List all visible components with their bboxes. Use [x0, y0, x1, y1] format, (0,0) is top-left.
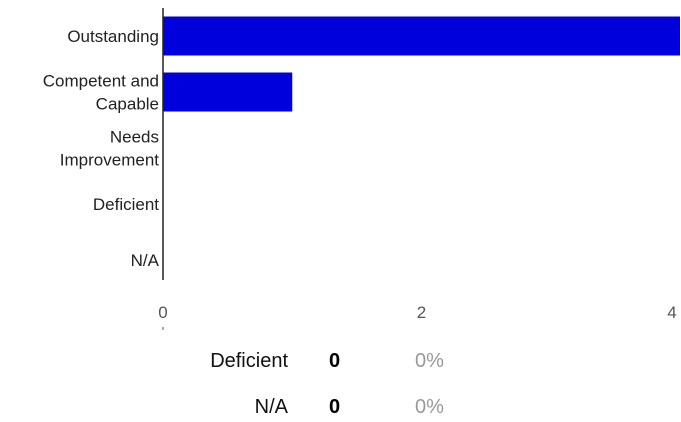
x-tick-labels: 0 2 4 — [158, 303, 676, 322]
category-label: Competent and Capable — [43, 72, 159, 114]
bars-group — [163, 16, 680, 112]
summary-label: Deficient — [210, 350, 288, 372]
summary-count: 0 — [329, 350, 341, 372]
summary-label: N/A — [254, 396, 288, 418]
summary-row: Deficient 0 0% — [0, 346, 681, 376]
x-tick-label: 4 — [667, 303, 676, 322]
category-label: Needs Improvement — [60, 128, 159, 170]
category-label: N/A — [131, 251, 160, 270]
bar — [163, 72, 293, 112]
summary-percent: 0% — [415, 396, 444, 418]
summary-percent: 0% — [415, 350, 444, 372]
category-labels: Outstanding Competent and Capable Needs Impr… — [43, 27, 160, 270]
x-tick-label: 0 — [158, 303, 167, 322]
category-label: Outstanding — [67, 27, 159, 46]
category-label: Deficient — [93, 195, 159, 214]
summary-count: 0 — [329, 396, 341, 418]
bar-chart: Outstanding Competent and Capable Needs Impr… — [43, 8, 680, 330]
x-tick-label: 2 — [417, 303, 426, 322]
bar — [163, 16, 680, 56]
summary-row: N/A 0 0% — [0, 392, 681, 422]
